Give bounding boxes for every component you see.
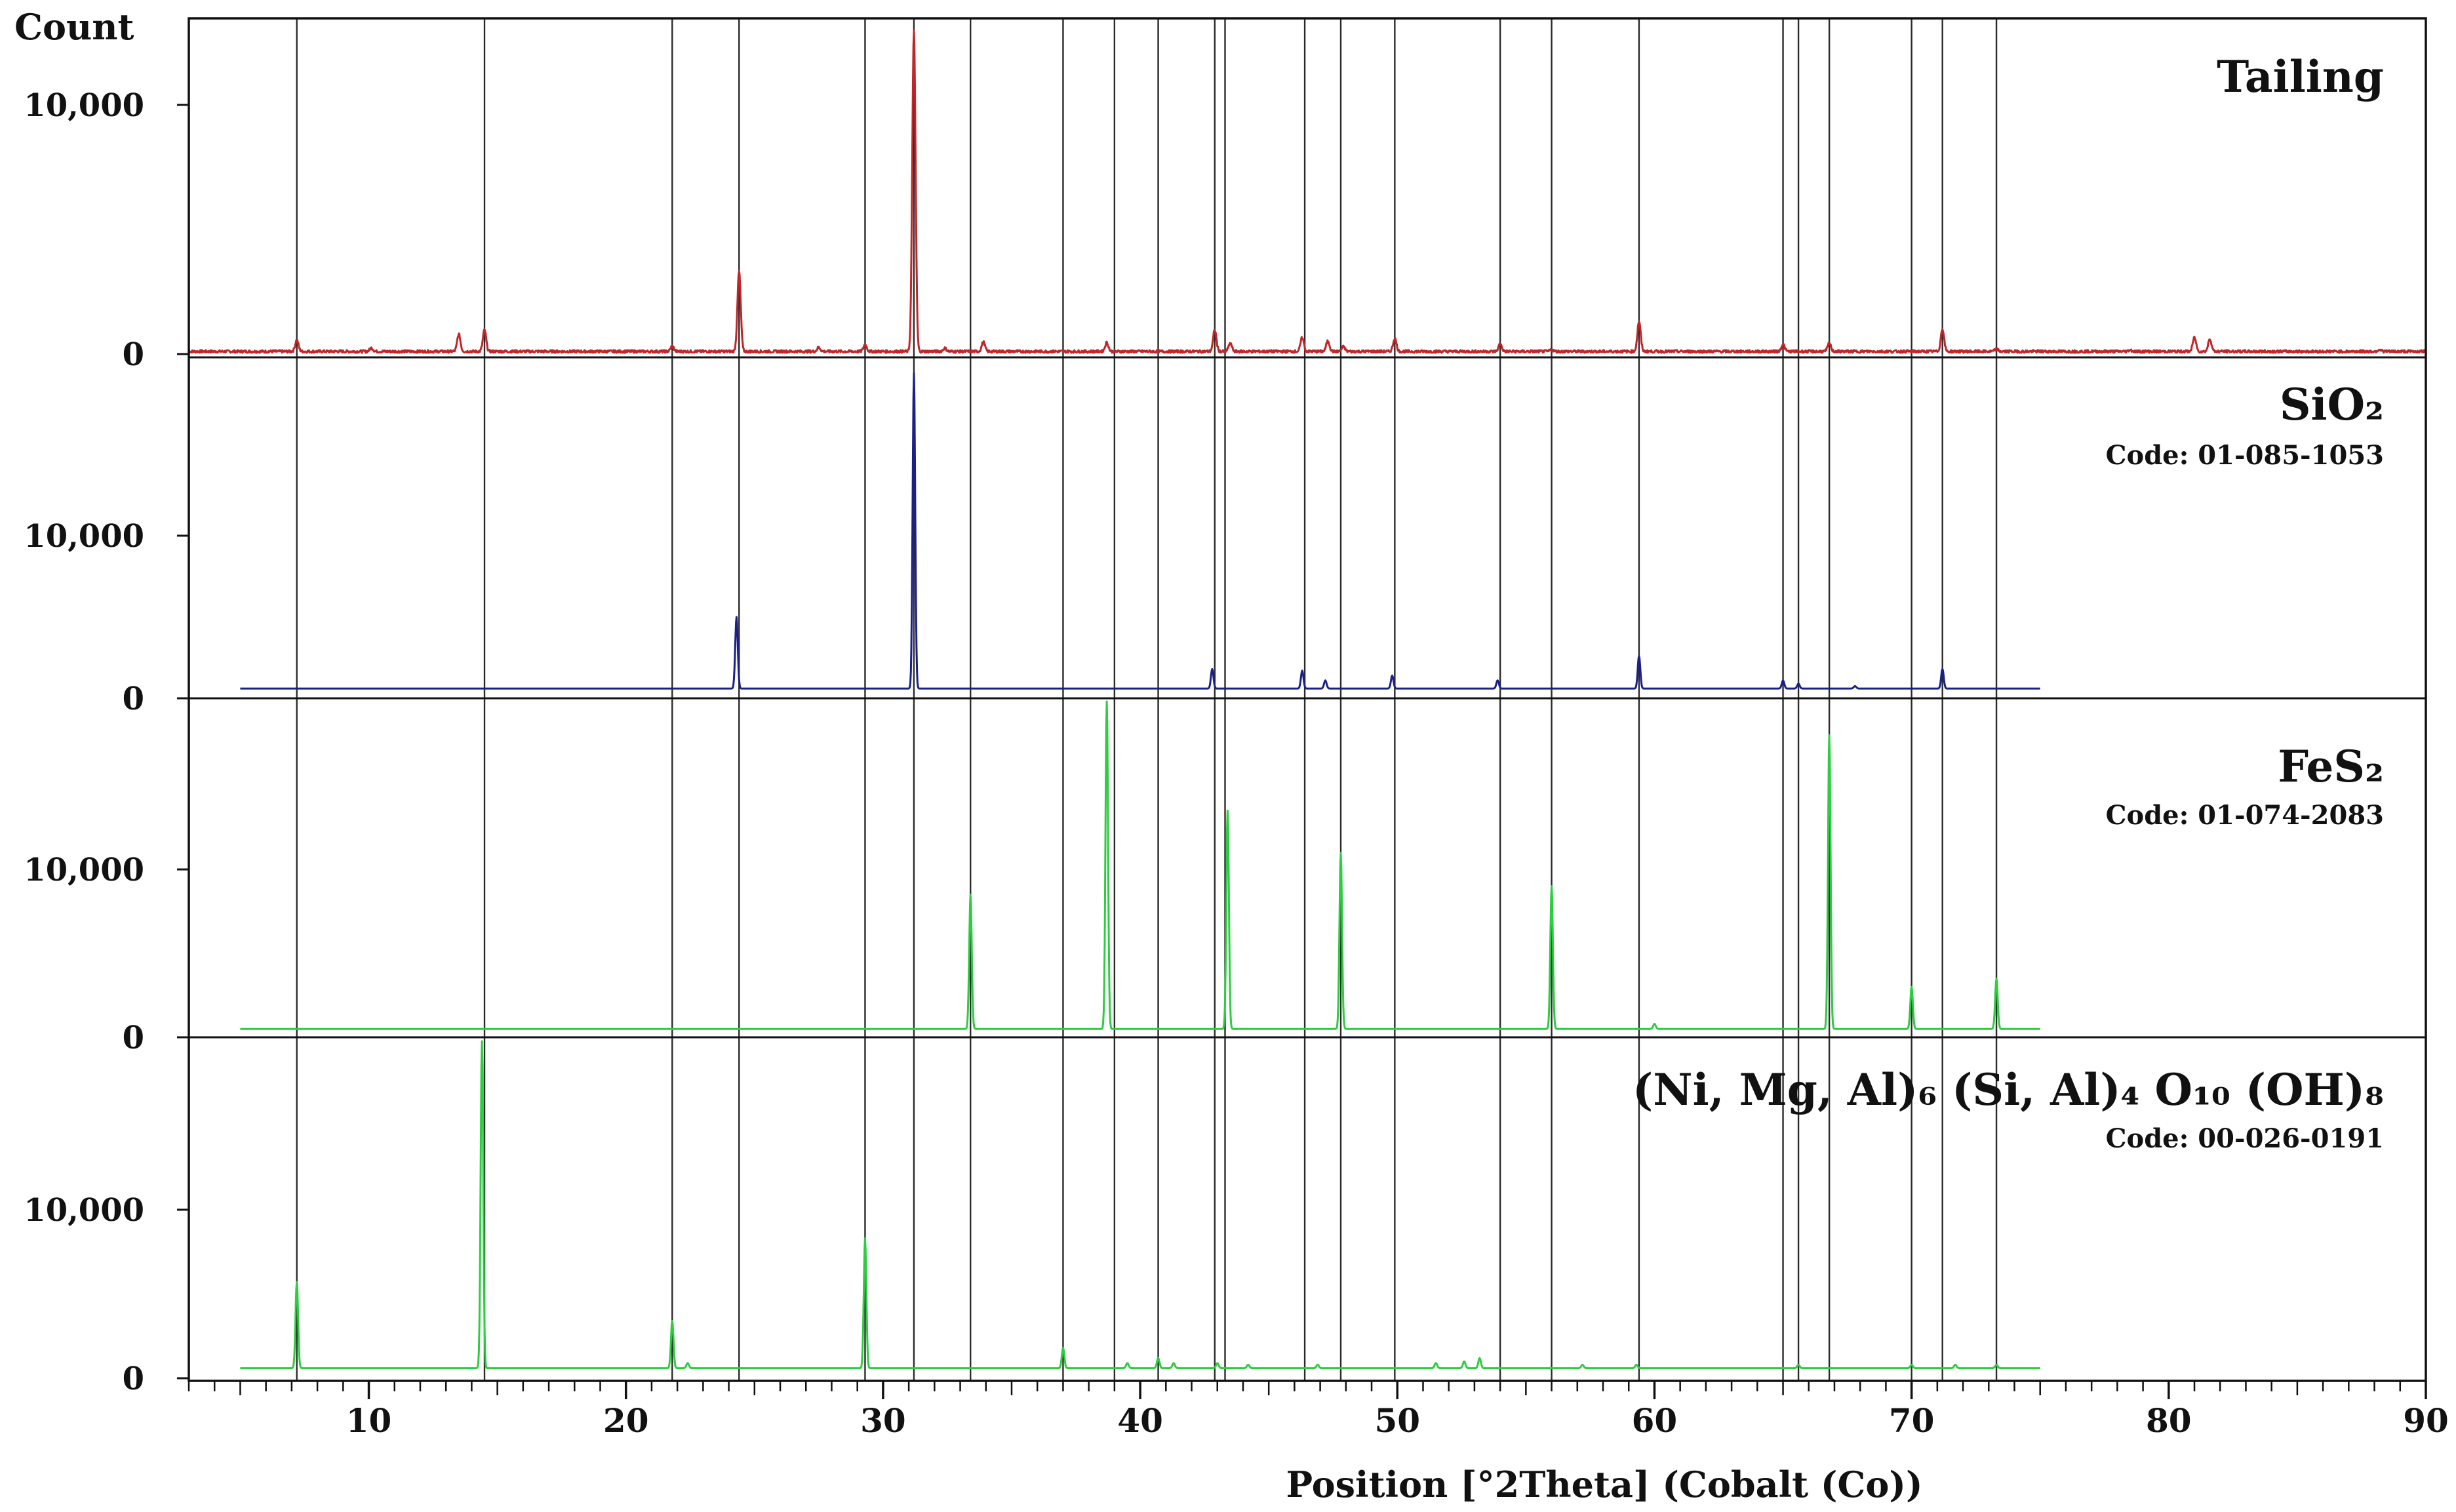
y-tick-label: 0 — [123, 1361, 144, 1397]
x-tick-label: 30 — [860, 1401, 906, 1440]
plot-frame — [188, 17, 2427, 1382]
x-tick-label: 10 — [346, 1401, 392, 1440]
y-tick-label: 0 — [123, 336, 144, 373]
y-tick-label: 0 — [123, 681, 144, 717]
panel-code: Code: 01-085-1053 — [2106, 440, 2384, 471]
x-tick-label: 50 — [1374, 1401, 1420, 1440]
series-line — [188, 30, 2426, 354]
axes: 0 10,000 0 10,000 0 10,000 0 10,000 10 20 30 40 50 60… — [24, 87, 2449, 1440]
x-tick-label: 40 — [1117, 1401, 1163, 1440]
diffraction-traces — [188, 30, 2426, 1370]
x-tick-label: 80 — [2146, 1401, 2192, 1440]
y-tick-label: 10,000 — [24, 518, 144, 555]
series-line — [239, 372, 2041, 690]
panel-title: SiO₂ — [2280, 379, 2384, 430]
panel-title: Tailing — [2217, 51, 2384, 102]
x-axis-title: Position [°2Theta] (Cobalt (Co)) — [1286, 1463, 1922, 1505]
y-tick-label: 10,000 — [24, 1192, 144, 1229]
x-tick-label: 20 — [603, 1401, 649, 1440]
panel-code: Code: 00-026-0191 — [2106, 1123, 2384, 1154]
x-tick-label: 90 — [2403, 1401, 2449, 1440]
y-tick-label: 10,000 — [24, 87, 144, 124]
series-line — [239, 700, 2041, 1030]
y-tick-label: 10,000 — [24, 852, 144, 888]
x-tick-label: 60 — [1632, 1401, 1678, 1440]
panel-code: Code: 01-074-2083 — [2106, 800, 2384, 831]
panel-title: (Ni, Mg, Al)₆ (Si, Al)₄ O₁₀ (OH)₈ — [1633, 1064, 2384, 1115]
y-tick-label: 0 — [123, 1020, 144, 1056]
x-tick-label: 70 — [1889, 1401, 1935, 1440]
panel-labels: Tailing SiO₂ Code: 01-085-1053 FeS₂ Code: 01… — [1633, 51, 2384, 1154]
panel-title: FeS₂ — [2278, 741, 2384, 792]
series-line — [239, 1040, 2041, 1370]
y-axis-title: Count — [14, 6, 134, 48]
reference-lines — [296, 18, 1998, 1381]
plot-border — [188, 17, 2427, 1382]
